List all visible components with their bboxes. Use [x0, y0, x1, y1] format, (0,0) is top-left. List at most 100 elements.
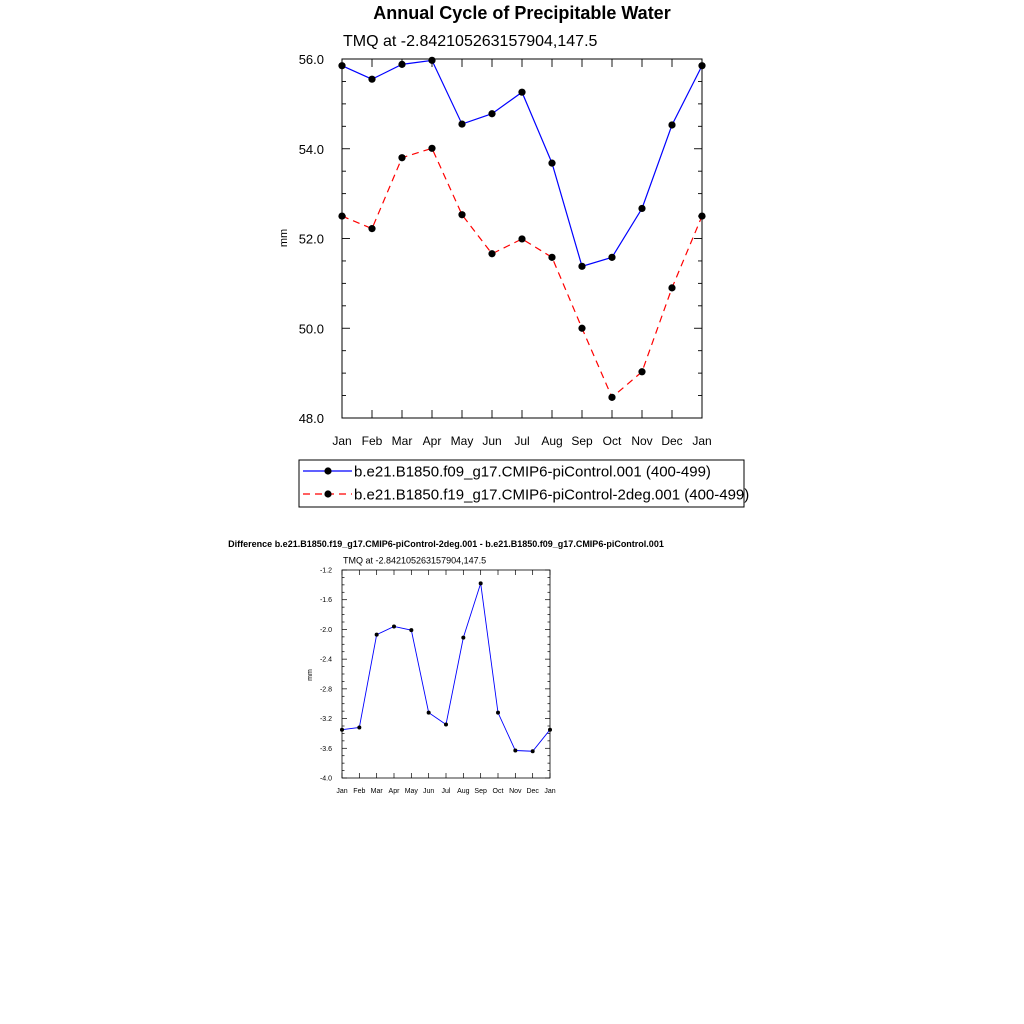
- main-chart-y-tick-labels: 48.0 50.0 52.0 54.0 56.0: [299, 52, 324, 426]
- series-2-point: [548, 253, 556, 261]
- x-tick-label: Jan: [692, 434, 711, 448]
- x-tick-label: Mar: [371, 788, 384, 795]
- main-chart-x-tick-labels: Jan Feb Mar Apr May Jun Jul Aug Sep Oct Nov Dec Jan: [332, 434, 711, 448]
- x-tick-label: Feb: [353, 788, 365, 795]
- x-tick-label: Sep: [571, 434, 593, 448]
- series-1-point: [461, 635, 466, 640]
- series-1-point: [338, 62, 346, 70]
- series-2-point: [608, 393, 616, 401]
- series-2-point: [668, 284, 676, 292]
- series-2-point: [368, 225, 376, 233]
- series-2-point: [578, 324, 586, 332]
- series-1-point: [548, 727, 552, 732]
- y-tick-label: -2.8: [320, 686, 332, 693]
- y-tick-label: -3.6: [320, 746, 332, 753]
- x-tick-label: Sep: [474, 788, 487, 795]
- series-2-point: [428, 144, 436, 152]
- series-1-point: [368, 75, 376, 83]
- main-chart-title: Annual Cycle of Precipitable Water: [373, 3, 670, 23]
- series-2-point: [398, 154, 406, 162]
- series-1-point: [478, 581, 483, 586]
- series-1-point: [548, 159, 556, 167]
- series-1-point: [578, 262, 586, 270]
- y-tick-label: -3.2: [320, 716, 332, 723]
- series-1-point: [340, 727, 344, 732]
- main-chart-ticks: [341, 58, 703, 419]
- series-1-point: [458, 120, 466, 128]
- series-1-point: [392, 624, 396, 629]
- x-tick-label: Feb: [362, 434, 383, 448]
- series-1-point: [668, 121, 676, 129]
- y-tick-label: 50.0: [299, 321, 324, 336]
- y-tick-label: -4.0: [320, 776, 332, 783]
- series-1-point: [357, 725, 362, 730]
- series-line-2: [341, 147, 703, 399]
- difference-chart-x-tick-labels: Jan Feb Mar Apr May Jun Jul Aug Sep Oct Nov Dec Jan: [336, 788, 555, 795]
- legend-label-series-1: b.e21.B1850.f09_g17.CMIP6-piControl.001 …: [354, 464, 711, 481]
- difference-chart-ticks: [341, 569, 551, 779]
- x-tick-label: Jan: [544, 788, 555, 795]
- series-1-point: [518, 88, 526, 96]
- series-2-point: [518, 235, 526, 243]
- legend-marker-series-2: [324, 490, 332, 498]
- series-1-point: [698, 62, 706, 70]
- series-1-point: [444, 722, 448, 727]
- difference-chart-frame: [341, 569, 551, 779]
- legend-label-series-2: b.e21.B1850.f19_g17.CMIP6-piControl-2deg…: [354, 487, 749, 504]
- y-tick-label: -2.4: [320, 657, 332, 664]
- series-1-point: [398, 60, 406, 68]
- series-1-point: [409, 628, 414, 633]
- legend-marker-series-1: [324, 467, 332, 475]
- y-tick-label: 54.0: [299, 142, 324, 157]
- y-tick-label: 56.0: [299, 52, 324, 67]
- main-chart-ylabel: mm: [278, 229, 290, 247]
- series-2-point: [488, 250, 496, 258]
- x-tick-label: Jul: [442, 788, 451, 795]
- y-tick-label: 52.0: [299, 232, 324, 247]
- series-1-point: [513, 748, 518, 753]
- y-tick-label: -1.6: [320, 597, 332, 604]
- x-tick-label: Aug: [457, 788, 470, 795]
- series-1-point: [530, 749, 535, 754]
- x-tick-label: Dec: [661, 434, 682, 448]
- x-tick-label: Jun: [423, 788, 434, 795]
- y-tick-label: -2.0: [320, 627, 332, 634]
- y-tick-label: 48.0: [299, 411, 324, 426]
- difference-chart: Difference b.e21.B1850.f19_g17.CMIP6-piC…: [228, 539, 664, 795]
- x-tick-label: Oct: [493, 788, 504, 795]
- difference-chart-subtitle: TMQ at -2.842105263157904,147.5: [343, 556, 486, 566]
- x-tick-label: Oct: [603, 434, 622, 448]
- x-tick-label: Jan: [332, 434, 351, 448]
- series-1-point: [374, 632, 379, 637]
- x-tick-label: Jan: [336, 788, 347, 795]
- x-tick-label: Jun: [482, 434, 501, 448]
- main-chart-subtitle: TMQ at -2.842105263157904,147.5: [343, 33, 598, 50]
- x-tick-label: Apr: [423, 434, 442, 448]
- x-tick-label: Mar: [392, 434, 413, 448]
- main-chart: Annual Cycle of Precipitable Water TMQ a…: [278, 3, 749, 508]
- series-1-point: [638, 204, 646, 213]
- x-tick-label: Nov: [509, 788, 522, 795]
- main-chart-legend: b.e21.B1850.f09_g17.CMIP6-piControl.001 …: [298, 459, 749, 508]
- series-1-point: [608, 253, 616, 261]
- difference-chart-ylabel: mm: [307, 669, 314, 681]
- difference-chart-series: [340, 581, 552, 754]
- series-1-point: [488, 110, 496, 118]
- series-1-point: [496, 710, 500, 715]
- x-tick-label: Nov: [631, 434, 652, 448]
- series-2-point: [458, 211, 466, 219]
- difference-chart-y-tick-labels: -4.0 -3.6 -3.2 -2.8 -2.4 -2.0 -1.6 -1.2: [320, 568, 332, 783]
- difference-chart-title: Difference b.e21.B1850.f19_g17.CMIP6-piC…: [228, 539, 664, 549]
- x-tick-label: May: [405, 788, 419, 795]
- x-tick-label: May: [451, 434, 474, 448]
- series-1-point: [428, 56, 436, 64]
- series-2-point: [638, 368, 646, 376]
- x-tick-label: Aug: [541, 434, 562, 448]
- y-tick-label: -1.2: [320, 568, 332, 575]
- main-chart-series: [338, 56, 706, 401]
- x-tick-label: Apr: [389, 788, 401, 795]
- series-2-point: [698, 212, 706, 220]
- series-2-point: [338, 212, 346, 220]
- series-1-point: [426, 710, 431, 715]
